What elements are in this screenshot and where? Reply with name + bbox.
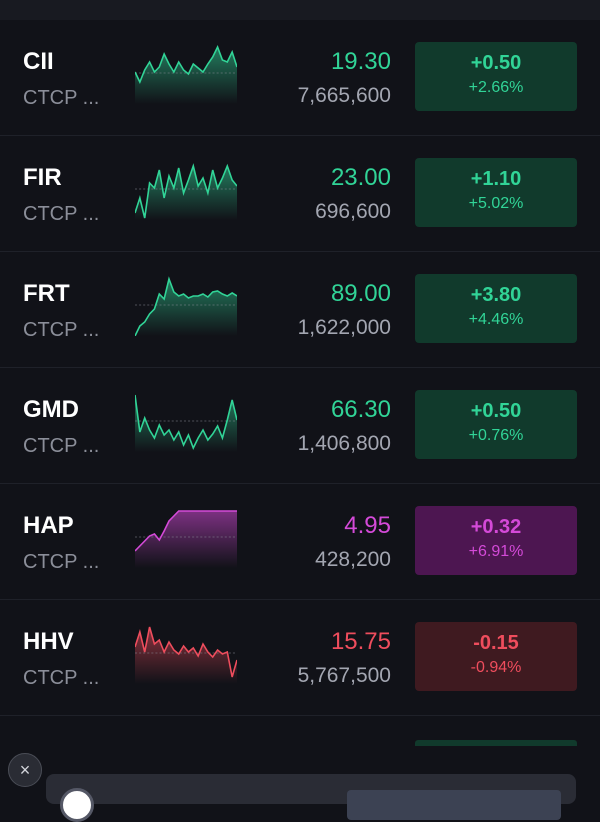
trading-volume: 428,200 [315,548,391,571]
change-percent: -0.94% [470,659,522,676]
sparkline-line [135,279,237,336]
last-price: 15.75 [330,628,391,655]
change-percent: +0.76% [468,427,524,444]
stock-symbol: CII [23,48,54,75]
company-name: CTCP ... [23,551,100,573]
company-name: CTCP ... [23,87,100,109]
banner-avatar [60,788,94,822]
change-value: +3.80 [470,284,522,306]
sparkline-line [135,511,237,551]
last-price: 66.30 [330,396,391,423]
trading-volume: 5,767,500 [297,664,391,687]
last-price: 89.00 [330,280,391,307]
sparkline-chart [135,42,237,104]
sparkline-line [135,47,237,82]
last-price: 4.95 [344,512,391,539]
sparkline-chart [135,506,237,568]
price-change-badge[interactable]: +3.80 +4.46% [415,274,577,343]
sparkline-area [135,627,237,684]
price-change-badge[interactable]: +0.50 +2.66% [415,42,577,111]
top-bar [0,0,600,20]
sparkline-area [135,166,237,220]
change-percent: +2.66% [468,79,524,96]
change-value: +0.32 [470,516,522,538]
next-row-change-badge-peek [415,740,577,746]
price-change-badge[interactable]: -0.15 -0.94% [415,622,577,691]
change-percent: +5.02% [468,195,524,212]
change-percent: +4.46% [468,311,524,328]
change-value: -0.15 [473,632,519,654]
stock-row[interactable]: HHV CTCP ... 15.75 5,767,500 -0.15 -0.94% [0,600,600,716]
change-percent: +6.91% [468,543,524,560]
sparkline-area [135,47,237,104]
company-name: CTCP ... [23,667,100,689]
sparkline-area [135,395,237,452]
stock-row[interactable]: FRT CTCP ... 89.00 1,622,000 +3.80 +4.46% [0,252,600,368]
sparkline-chart [135,622,237,684]
sparkline-chart [135,274,237,336]
stock-row[interactable]: FIR CTCP ... 23.00 696,600 +1.10 +5.02% [0,136,600,252]
trading-volume: 1,406,800 [297,432,391,455]
stock-list: CII CTCP ... 19.30 7,665,600 +0.50 +2.66% FIR C… [0,20,600,716]
stock-row[interactable]: GMD CTCP ... 66.30 1,406,800 +0.50 +0.76% [0,368,600,484]
stock-symbol: FIR [23,164,62,191]
sparkline-chart [135,158,237,220]
company-name: CTCP ... [23,435,100,457]
sparkline-area [135,279,237,336]
stock-row[interactable]: CII CTCP ... 19.30 7,665,600 +0.50 +2.66% [0,20,600,136]
stock-row[interactable]: HAP CTCP ... 4.95 428,200 +0.32 +6.91% [0,484,600,600]
trading-volume: 1,622,000 [297,316,391,339]
close-icon: × [19,760,31,780]
close-ad-button[interactable]: × [8,753,42,787]
price-change-badge[interactable]: +0.32 +6.91% [415,506,577,575]
sparkline-chart [135,390,237,452]
stock-symbol: GMD [23,396,79,423]
banner-cta-button[interactable] [347,790,561,820]
price-change-badge[interactable]: +0.50 +0.76% [415,390,577,459]
trading-volume: 696,600 [315,200,391,223]
trading-volume: 7,665,600 [297,84,391,107]
company-name: CTCP ... [23,319,100,341]
stock-symbol: FRT [23,280,70,307]
sparkline-line [135,627,237,677]
change-value: +1.10 [470,168,522,190]
sparkline-area [135,511,237,568]
last-price: 23.00 [330,164,391,191]
stock-symbol: HAP [23,512,74,539]
company-name: CTCP ... [23,203,100,225]
price-change-badge[interactable]: +1.10 +5.02% [415,158,577,227]
last-price: 19.30 [330,48,391,75]
stock-symbol: HHV [23,628,74,655]
sparkline-line [135,166,237,218]
change-value: +0.50 [470,52,522,74]
sparkline-line [135,395,237,448]
change-value: +0.50 [470,400,522,422]
